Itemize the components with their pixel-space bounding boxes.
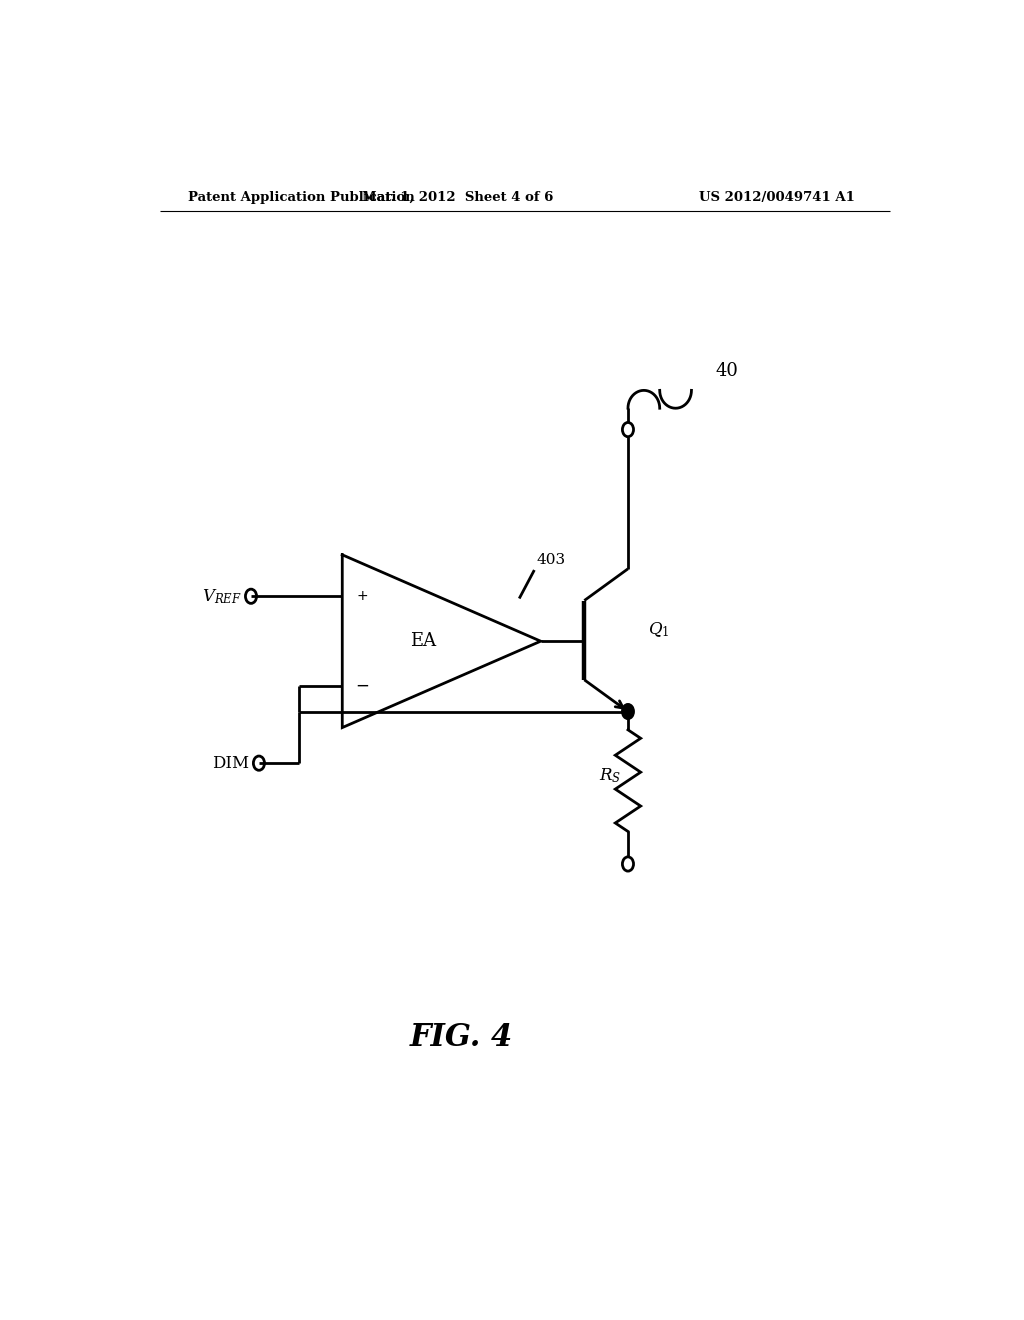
Text: EA: EA (410, 632, 436, 651)
Text: +: + (356, 589, 368, 603)
Text: 40: 40 (715, 362, 738, 380)
Circle shape (623, 705, 634, 718)
Text: −: − (355, 677, 369, 696)
Text: $Q_1$: $Q_1$ (648, 620, 669, 639)
Text: 403: 403 (537, 553, 566, 566)
Text: US 2012/0049741 A1: US 2012/0049741 A1 (699, 190, 855, 203)
Text: $R_S$: $R_S$ (599, 766, 622, 785)
Text: $V_{REF}$: $V_{REF}$ (202, 587, 242, 606)
Text: Patent Application Publication: Patent Application Publication (187, 190, 415, 203)
Text: FIG. 4: FIG. 4 (410, 1022, 513, 1053)
Text: Mar. 1, 2012  Sheet 4 of 6: Mar. 1, 2012 Sheet 4 of 6 (361, 190, 553, 203)
Text: DIM: DIM (212, 755, 250, 772)
